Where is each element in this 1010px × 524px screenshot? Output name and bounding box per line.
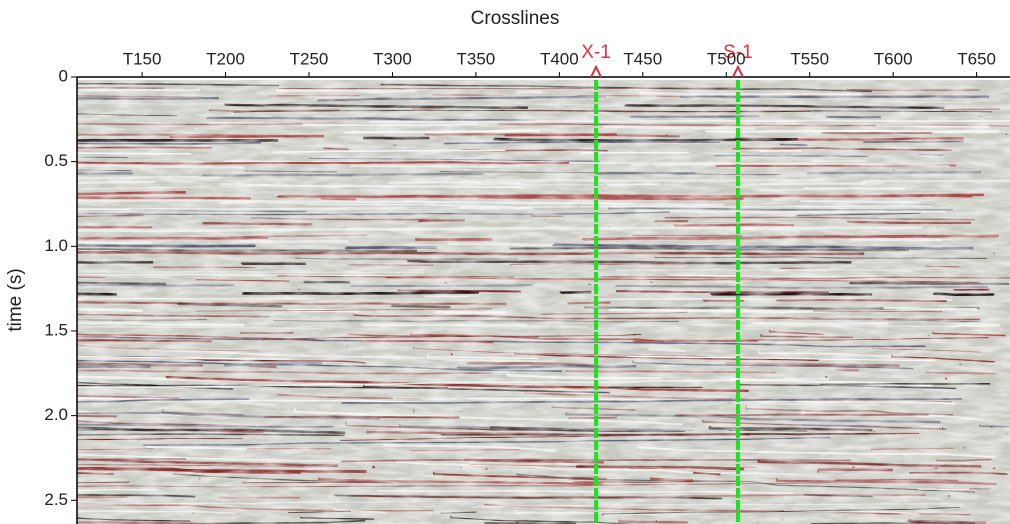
x-tick-label: T150 [123,49,162,68]
noise-overlay [77,80,1010,524]
y-tick-label: 2.5 [44,490,68,509]
y-tick-label: 1.0 [44,236,68,255]
y-tick-label: 1.5 [44,320,68,339]
well-marker [733,67,743,77]
x-tick-label: T350 [457,49,496,68]
x-tick-label: T600 [874,49,913,68]
well-label: X-1 [581,42,611,63]
x-axis-title: Crosslines [471,8,560,29]
y-tick-label: 0 [59,66,68,85]
x-tick-label: T550 [790,49,829,68]
chart: Crosslines time (s) X-1S-1T150T200T250T3… [0,0,1010,524]
x-tick-label: T200 [206,49,245,68]
y-axis-title: time (s) [5,268,26,331]
seismic-image [77,80,1010,524]
x-tick-label: T400 [540,49,579,68]
y-tick-label: 0.5 [44,151,68,170]
x-tick-label: T650 [957,49,996,68]
x-tick-label: T450 [623,49,662,68]
x-tick-label: T500 [707,49,746,68]
x-tick-label: T300 [373,49,412,68]
y-tick-label: 2.0 [44,405,68,424]
x-tick-label: T250 [290,49,329,68]
well-marker [591,67,601,77]
